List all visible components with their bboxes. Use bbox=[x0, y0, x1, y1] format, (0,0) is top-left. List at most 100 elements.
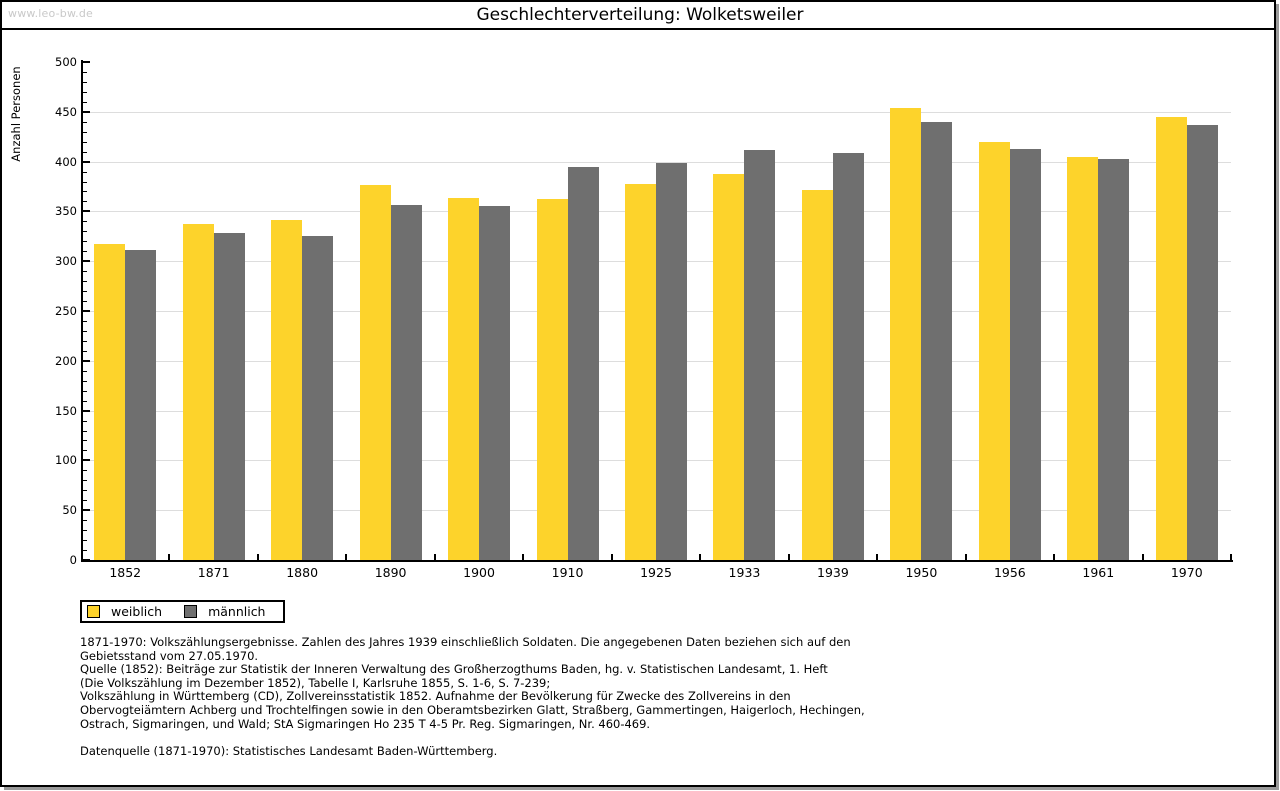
x-category-label-1871: 1871 bbox=[197, 565, 230, 580]
y-minor-tick-490 bbox=[83, 71, 87, 73]
site-watermark: www.leo-bw.de bbox=[8, 7, 94, 20]
x-tick-5 bbox=[522, 554, 525, 560]
y-tick-500 bbox=[83, 61, 90, 63]
y-minor-tick-210 bbox=[83, 350, 87, 352]
bar-weiblich-1852 bbox=[94, 244, 126, 560]
bar-männlich-1925 bbox=[656, 162, 687, 560]
y-minor-tick-340 bbox=[83, 221, 87, 223]
x-category-label-1900: 1900 bbox=[463, 565, 495, 580]
chart-title: Geschlechterverteilung: Wolketsweiler bbox=[476, 5, 804, 25]
x-category-label-1890: 1890 bbox=[374, 565, 407, 580]
y-minor-tick-260 bbox=[83, 301, 87, 303]
x-tick-7 bbox=[699, 554, 702, 560]
x-tick-2 bbox=[256, 554, 259, 560]
bar-männlich-1852 bbox=[125, 250, 157, 560]
y-tick-label-300: 300 bbox=[55, 254, 77, 269]
bar-männlich-1950 bbox=[921, 121, 953, 560]
bar-weiblich-1871 bbox=[182, 224, 214, 560]
bar-männlich-1933 bbox=[744, 149, 776, 560]
frame-shadow-bottom bbox=[4, 787, 1279, 790]
bar-weiblich-1925 bbox=[625, 183, 656, 560]
x-category-label-1956: 1956 bbox=[993, 565, 1026, 580]
x-tick-1 bbox=[168, 554, 171, 560]
y-minor-tick-470 bbox=[83, 91, 87, 93]
frame-shadow-right bbox=[1276, 4, 1279, 787]
x-category-label-1950: 1950 bbox=[905, 565, 938, 580]
y-minor-tick-120 bbox=[83, 440, 87, 442]
y-tick-label-150: 150 bbox=[55, 403, 77, 418]
bar-weiblich-1910 bbox=[536, 199, 568, 560]
y-minor-tick-440 bbox=[83, 121, 87, 123]
y-tick-450 bbox=[83, 110, 90, 113]
y-minor-tick-60 bbox=[83, 500, 87, 502]
bar-männlich-1871 bbox=[213, 233, 245, 560]
y-minor-tick-80 bbox=[83, 480, 87, 482]
y-tick-label-200: 200 bbox=[55, 353, 77, 368]
y-minor-tick-370 bbox=[83, 191, 87, 193]
y-minor-tick-330 bbox=[83, 231, 87, 233]
bar-weiblich-1961 bbox=[1067, 156, 1099, 560]
y-minor-tick-270 bbox=[83, 291, 87, 293]
y-tick-label-250: 250 bbox=[55, 304, 77, 318]
y-minor-tick-360 bbox=[83, 201, 87, 203]
bar-männlich-1890 bbox=[390, 205, 422, 560]
y-minor-tick-170 bbox=[83, 390, 87, 392]
y-minor-tick-380 bbox=[83, 181, 87, 183]
y-tick-label-500: 500 bbox=[55, 55, 77, 69]
x-category-label-1939: 1939 bbox=[817, 565, 849, 580]
gridline-450 bbox=[83, 111, 1231, 113]
y-minor-tick-410 bbox=[83, 151, 87, 153]
x-category-label-1970: 1970 bbox=[1170, 565, 1203, 580]
source-note-line: Volkszählung in Württemberg (CD), Zollve… bbox=[80, 689, 791, 704]
source-notes: 1871-1970: Volkszählungsergebnisse. Zahl… bbox=[80, 635, 1230, 759]
legend-item-weiblich: weiblich bbox=[87, 604, 162, 619]
legend-label-weiblich: weiblich bbox=[111, 604, 163, 619]
y-minor-tick-10 bbox=[83, 550, 87, 552]
bar-weiblich-1956 bbox=[978, 141, 1010, 560]
bar-weiblich-1970 bbox=[1155, 116, 1187, 560]
source-note-line: 1871-1970: Volkszählungsergebnisse. Zahl… bbox=[80, 635, 851, 649]
y-minor-tick-430 bbox=[83, 131, 87, 133]
bar-männlich-1900 bbox=[479, 206, 511, 560]
y-minor-tick-160 bbox=[83, 400, 87, 402]
y-tick-200 bbox=[83, 359, 90, 362]
x-tick-3 bbox=[345, 554, 348, 560]
x-tick-10 bbox=[964, 554, 967, 560]
bar-weiblich-1933 bbox=[713, 173, 745, 560]
bar-weiblich-1900 bbox=[448, 198, 480, 560]
source-note-line: (Die Volkszählung im Dezember 1852), Tab… bbox=[80, 675, 551, 690]
source-note-line: Gebietsstand vom 27.05.1970. bbox=[80, 648, 259, 663]
y-minor-tick-180 bbox=[83, 380, 87, 382]
y-tick-label-50: 50 bbox=[62, 503, 77, 518]
y-tick-100 bbox=[83, 459, 90, 462]
y-tick-400 bbox=[83, 160, 90, 163]
x-category-label-1852: 1852 bbox=[109, 565, 142, 580]
y-minor-tick-230 bbox=[83, 330, 87, 332]
x-tick-9 bbox=[876, 554, 879, 560]
y-tick-label-100: 100 bbox=[55, 453, 77, 468]
y-minor-tick-280 bbox=[83, 281, 87, 283]
maennlich-color-swatch bbox=[184, 605, 198, 618]
x-category-label-1925: 1925 bbox=[640, 565, 672, 580]
bar-männlich-1910 bbox=[567, 166, 599, 560]
y-tick-250 bbox=[83, 310, 90, 312]
y-minor-tick-480 bbox=[83, 81, 87, 83]
x-tick-6 bbox=[610, 554, 613, 560]
source-note-line: Quelle (1852): Beiträge zur Statistik de… bbox=[80, 662, 828, 677]
bar-weiblich-1939 bbox=[801, 190, 833, 560]
source-note-line: Obervogteiämtern Achberg und Trochtelfin… bbox=[80, 702, 865, 717]
y-minor-tick-140 bbox=[83, 420, 87, 422]
y-tick-label-0: 0 bbox=[69, 553, 77, 567]
y-tick-300 bbox=[83, 260, 90, 263]
header-divider bbox=[0, 28, 1276, 30]
bar-männlich-1956 bbox=[1009, 148, 1041, 560]
y-minor-tick-130 bbox=[83, 430, 87, 432]
x-category-label-1961: 1961 bbox=[1082, 565, 1115, 580]
y-minor-tick-30 bbox=[83, 530, 87, 532]
y-tick-label-400: 400 bbox=[55, 154, 77, 169]
bar-weiblich-1890 bbox=[359, 184, 391, 560]
y-minor-tick-20 bbox=[83, 540, 87, 542]
y-tick-150 bbox=[83, 409, 90, 412]
